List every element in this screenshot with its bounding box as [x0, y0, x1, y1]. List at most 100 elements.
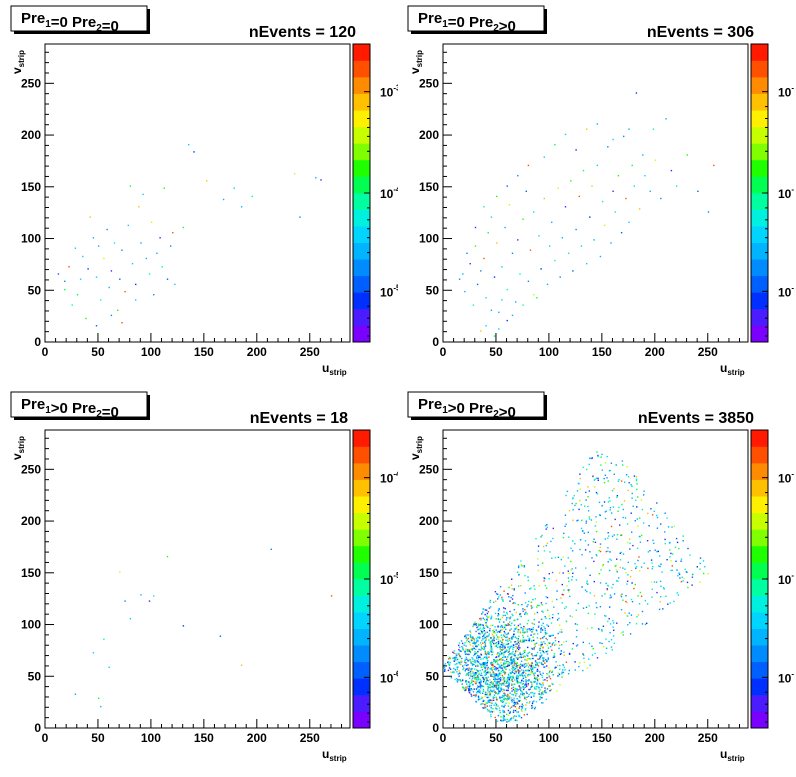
data-point — [498, 646, 501, 648]
data-point — [572, 509, 574, 511]
data-point — [577, 482, 580, 485]
data-point — [596, 493, 599, 495]
data-point — [585, 491, 587, 494]
data-point — [586, 263, 588, 265]
data-point — [626, 466, 628, 468]
data-point — [521, 641, 523, 643]
data-point — [466, 639, 468, 641]
data-point — [612, 138, 614, 141]
data-point — [640, 499, 643, 501]
data-point — [634, 562, 636, 565]
data-point — [618, 479, 620, 481]
data-point — [625, 197, 627, 200]
data-point — [513, 703, 516, 706]
data-point — [493, 637, 495, 639]
data-point — [490, 682, 492, 684]
data-point — [680, 558, 683, 560]
data-point — [568, 591, 570, 593]
data-point — [602, 564, 604, 566]
data-point — [553, 644, 556, 646]
data-point — [502, 701, 505, 703]
data-point — [476, 672, 478, 674]
data-point — [541, 618, 543, 621]
data-point — [489, 629, 491, 632]
data-point — [521, 669, 523, 671]
data-point — [630, 484, 632, 486]
data-point — [484, 695, 486, 697]
data-point — [594, 541, 597, 543]
data-point — [551, 644, 553, 646]
data-point — [526, 654, 528, 656]
data-point — [85, 317, 87, 320]
data-point — [519, 670, 521, 672]
data-point — [642, 494, 645, 496]
data-point — [517, 631, 519, 633]
data-point — [464, 670, 466, 672]
data-point — [485, 680, 487, 683]
data-point — [638, 208, 641, 210]
data-point — [609, 606, 611, 608]
data-point — [568, 536, 570, 538]
data-point — [508, 682, 510, 685]
data-point — [507, 640, 509, 643]
data-point — [511, 652, 513, 654]
data-point — [587, 531, 589, 534]
data-point — [524, 592, 526, 594]
data-point — [501, 626, 504, 628]
data-point — [74, 693, 77, 695]
data-point — [513, 683, 515, 686]
data-point — [640, 534, 643, 537]
data-point — [620, 232, 623, 234]
data-point — [608, 470, 611, 472]
data-point — [500, 699, 502, 702]
data-point — [491, 669, 493, 671]
data-point — [579, 548, 581, 551]
data-point — [527, 682, 529, 685]
data-point — [504, 672, 506, 675]
x-tick-label: 200 — [645, 731, 665, 745]
data-point — [527, 619, 530, 622]
data-point — [542, 660, 545, 662]
data-point — [462, 668, 464, 671]
data-point — [515, 708, 518, 710]
y-tick-label: 0 — [34, 335, 41, 349]
data-point — [519, 667, 521, 669]
data-point — [696, 566, 698, 568]
data-point — [500, 634, 502, 636]
data-point — [486, 664, 488, 667]
data-point — [504, 704, 506, 706]
data-point — [622, 464, 624, 466]
data-point — [504, 226, 506, 229]
data-point — [521, 664, 524, 666]
data-point — [546, 639, 548, 641]
data-point — [501, 701, 504, 703]
data-point — [571, 502, 573, 505]
data-point — [514, 709, 517, 712]
data-point — [505, 668, 507, 670]
data-point — [523, 693, 525, 695]
data-point — [484, 644, 486, 646]
data-point — [484, 645, 487, 647]
data-point — [526, 664, 528, 666]
data-point — [637, 559, 639, 562]
data-point — [518, 635, 520, 637]
data-point — [620, 480, 623, 482]
colorbar-band — [751, 143, 768, 161]
data-point — [471, 649, 474, 651]
data-point — [138, 206, 140, 208]
data-point — [543, 659, 545, 662]
data-point — [517, 676, 520, 678]
data-point — [541, 686, 543, 688]
data-point — [539, 656, 541, 658]
data-point — [517, 681, 520, 684]
colorbar-label: 10-3 — [380, 84, 398, 100]
nevents-label: nEvents = 3850 — [638, 410, 754, 427]
data-point — [553, 606, 555, 608]
data-point — [534, 613, 536, 615]
data-point — [500, 631, 502, 634]
data-point — [670, 569, 672, 572]
data-point — [479, 690, 481, 692]
data-point — [471, 663, 473, 665]
data-point — [574, 661, 576, 663]
data-point — [129, 185, 132, 187]
